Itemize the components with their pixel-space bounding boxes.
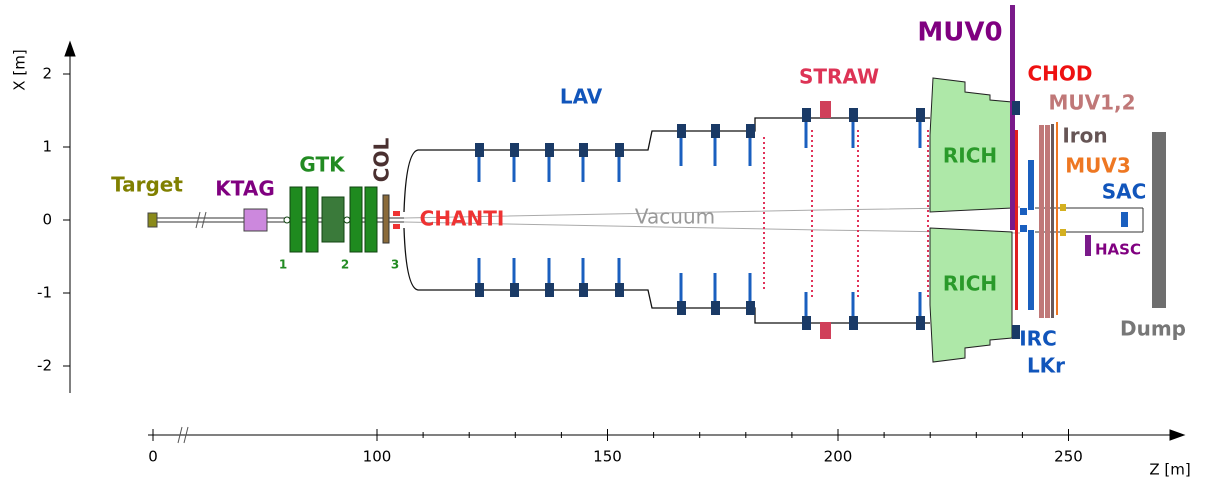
label: IRC [1019,327,1057,351]
label: Iron [1062,124,1107,148]
label: 3 [391,258,399,272]
hasc-box [1085,235,1091,256]
label: CHANTI [420,207,505,231]
muv3-small [1060,204,1066,236]
label: SAC [1102,180,1147,204]
label: MUV1,2 [1048,91,1135,115]
x-tick-label: 200 [824,448,853,466]
y-tick-label: -2 [37,357,52,375]
label: LAV [560,85,603,109]
label: MUV3 [1065,154,1131,178]
label: LKr [1027,354,1065,378]
break-mark [195,211,207,229]
x-tick-label: 250 [1054,448,1083,466]
label: Vacuum [635,205,715,229]
sac-box [1121,212,1128,227]
label: RICH [943,272,997,296]
muv12 [1039,125,1050,318]
y-tick-label: -1 [37,284,52,302]
lkr [1020,160,1034,310]
label: COL [370,138,394,183]
chanti-boxes [393,211,400,229]
label: CHOD [1027,62,1092,86]
x-axis-label: Z [m] [1149,461,1190,479]
label: STRAW [799,65,879,89]
ticks: 2 1 0 -1 -2 0 100 150 200 250 [37,65,1083,466]
y-tick-label: 2 [42,65,52,83]
chod-box [1012,325,1020,339]
x-tick-label: 100 [363,448,392,466]
y-tick-label: 1 [42,138,52,156]
rich-vessel [929,77,1013,363]
dump-box [1152,132,1166,308]
label: MUV0 [917,18,1002,48]
iron-bar [1051,124,1054,318]
y-axis [64,40,76,393]
muv0-box [1012,101,1020,115]
label: Dump [1120,317,1186,341]
label: RICH [943,144,997,168]
label: GTK [299,153,346,177]
gtk-stations [283,186,378,253]
x-axis [148,426,1186,444]
label: HASC [1095,241,1141,259]
x-tick-label: 0 [148,448,158,466]
label: 1 [279,258,287,272]
label: Target [111,173,183,197]
y-axis-label: X [m] [11,49,29,90]
target-box [147,212,158,228]
y-tick-label: 0 [42,211,52,229]
chod-bar [1015,130,1018,310]
x-tick-label: 150 [593,448,622,466]
muv3-bar [1056,122,1058,315]
col-box [382,194,390,244]
vessel-outline [403,117,930,324]
straw-chambers [763,101,929,339]
muv0-bar [1010,5,1015,230]
label: 2 [341,258,349,272]
label: KTAG [215,177,274,201]
lav-stations [475,108,925,330]
ktag-box [243,208,268,232]
